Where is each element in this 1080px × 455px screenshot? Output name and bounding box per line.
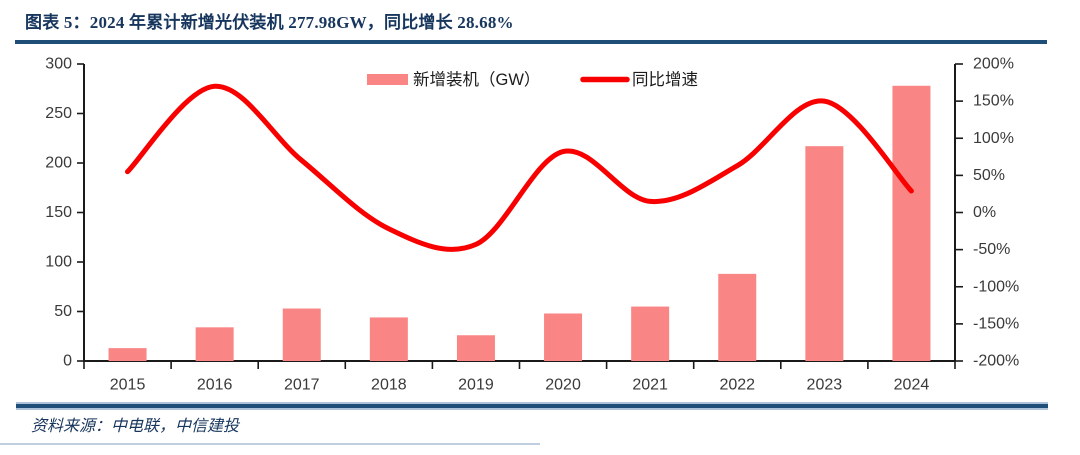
x-axis-category-label: 2017 bbox=[284, 377, 320, 394]
right-axis-tick-label: -150% bbox=[973, 315, 1019, 332]
bar-2023 bbox=[805, 146, 844, 361]
bar-2020 bbox=[544, 313, 583, 361]
right-axis-tick-label: 150% bbox=[973, 93, 1014, 110]
bar-2022 bbox=[718, 273, 757, 361]
x-axis-category-label: 2019 bbox=[458, 377, 494, 394]
right-axis-tick-label: 0% bbox=[973, 204, 996, 221]
bar-2016 bbox=[195, 327, 234, 361]
legend-bar-swatch bbox=[367, 74, 408, 85]
x-axis-category-label: 2024 bbox=[894, 377, 930, 394]
left-axis-tick-label: 300 bbox=[45, 56, 72, 73]
bar-2024 bbox=[892, 85, 931, 361]
left-axis-tick-label: 250 bbox=[45, 105, 72, 122]
legend-line-label: 同比增速 bbox=[632, 70, 698, 89]
left-axis-tick-label: 150 bbox=[45, 204, 72, 221]
bar-2017 bbox=[282, 308, 321, 361]
x-axis-category-label: 2022 bbox=[719, 377, 755, 394]
bar-2015 bbox=[108, 348, 147, 361]
x-axis-category-label: 2018 bbox=[371, 377, 407, 394]
right-axis-tick-label: -100% bbox=[973, 278, 1019, 295]
legend: 新增装机（GW） 同比增速 bbox=[367, 70, 698, 89]
left-axis-tick-label: 0 bbox=[63, 353, 72, 370]
legend-bar-label: 新增装机（GW） bbox=[413, 70, 540, 89]
bar-2018 bbox=[369, 317, 408, 361]
right-axis-tick-label: -200% bbox=[973, 353, 1019, 370]
bar-2019 bbox=[456, 335, 495, 361]
right-axis-tick-label: -50% bbox=[973, 241, 1010, 258]
growth-line-series bbox=[125, 83, 914, 252]
x-axis-category-label: 2021 bbox=[632, 377, 668, 394]
left-axis-tick-label: 200 bbox=[45, 155, 72, 172]
x-axis-category-label: 2020 bbox=[545, 377, 581, 394]
right-axis-tick-label: 100% bbox=[973, 130, 1014, 147]
right-axis-tick-label: 50% bbox=[973, 167, 1005, 184]
source-note: 资料来源：中电联，中信建投 bbox=[31, 418, 240, 435]
x-axis-category-label: 2015 bbox=[110, 377, 146, 394]
left-axis-tick-label: 50 bbox=[54, 303, 72, 320]
page-divider-line bbox=[0, 443, 540, 445]
bars-layer bbox=[108, 85, 931, 361]
figure-title: 图表 5：2024 年累计新增光伏装机 277.98GW，同比增长 28.68% bbox=[25, 13, 514, 32]
axis-ticks-layer: 0 50 100 150 200 250 300 200% 150% 100% 50% 0% -50% -… bbox=[45, 56, 1019, 394]
x-axis-category-label: 2023 bbox=[807, 377, 843, 394]
bar-2021 bbox=[631, 306, 670, 361]
x-axis-category-label: 2016 bbox=[197, 377, 233, 394]
source-rule bbox=[16, 402, 1048, 410]
title-rule bbox=[15, 40, 1047, 44]
right-axis-tick-label: 200% bbox=[973, 56, 1014, 73]
left-axis-tick-label: 100 bbox=[45, 254, 72, 271]
